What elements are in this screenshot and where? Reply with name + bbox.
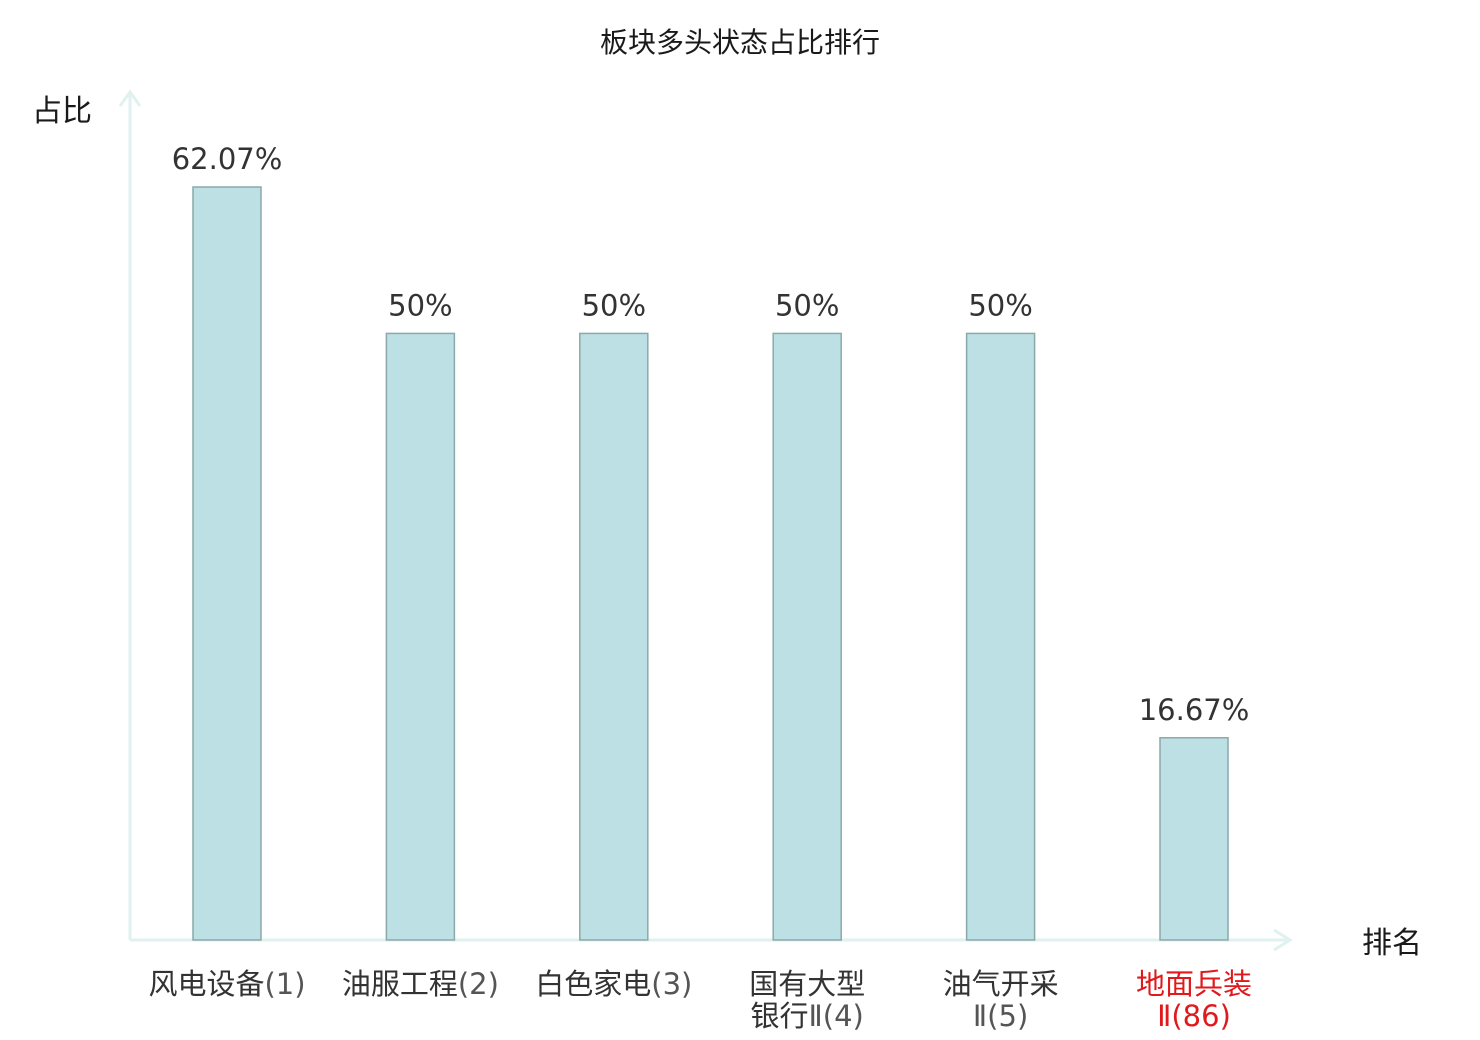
y-axis xyxy=(118,89,142,940)
data-label: 62.07% xyxy=(172,142,283,176)
chart-title: 板块多头状态占比排行 xyxy=(600,26,880,59)
x-axis xyxy=(130,928,1293,952)
svg-text:白色家电(3): 白色家电(3) xyxy=(535,967,692,1001)
y-axis-label: 占比 xyxy=(32,94,92,129)
bar xyxy=(772,332,842,941)
svg-text:国有大型: 国有大型 xyxy=(749,967,865,1001)
bar xyxy=(192,186,262,941)
bar xyxy=(1159,737,1229,941)
data-label: 50% xyxy=(388,288,452,322)
data-label: 50% xyxy=(775,288,839,322)
bar xyxy=(965,332,1036,941)
data-label: 50% xyxy=(582,288,646,322)
value-labels: 62.07% 50% 50% 50% 50% 16.67% xyxy=(172,142,1250,727)
data-label: 50% xyxy=(968,288,1032,322)
x-axis-label: 排名 xyxy=(1362,926,1422,961)
bar xyxy=(579,332,649,941)
svg-text:油气开采: 油气开采 xyxy=(943,967,1059,1001)
svg-text:风电设备(1): 风电设备(1) xyxy=(148,967,305,1001)
bar xyxy=(385,332,456,941)
data-label: 16.67% xyxy=(1139,693,1250,727)
x-tick-label: 白色家电(3) xyxy=(535,967,692,1001)
svg-text:Ⅱ(86): Ⅱ(86) xyxy=(1157,999,1231,1033)
svg-text:银行Ⅱ(4): 银行Ⅱ(4) xyxy=(751,999,864,1033)
svg-text:油服工程(2): 油服工程(2) xyxy=(342,967,499,1001)
svg-text:地面兵装: 地面兵装 xyxy=(1136,967,1252,1001)
x-tick-label: 风电设备(1) xyxy=(148,967,305,1001)
x-tick-label: 油服工程(2) xyxy=(342,967,499,1001)
svg-text:Ⅱ(5): Ⅱ(5) xyxy=(973,999,1028,1033)
bar-series xyxy=(192,186,1229,941)
